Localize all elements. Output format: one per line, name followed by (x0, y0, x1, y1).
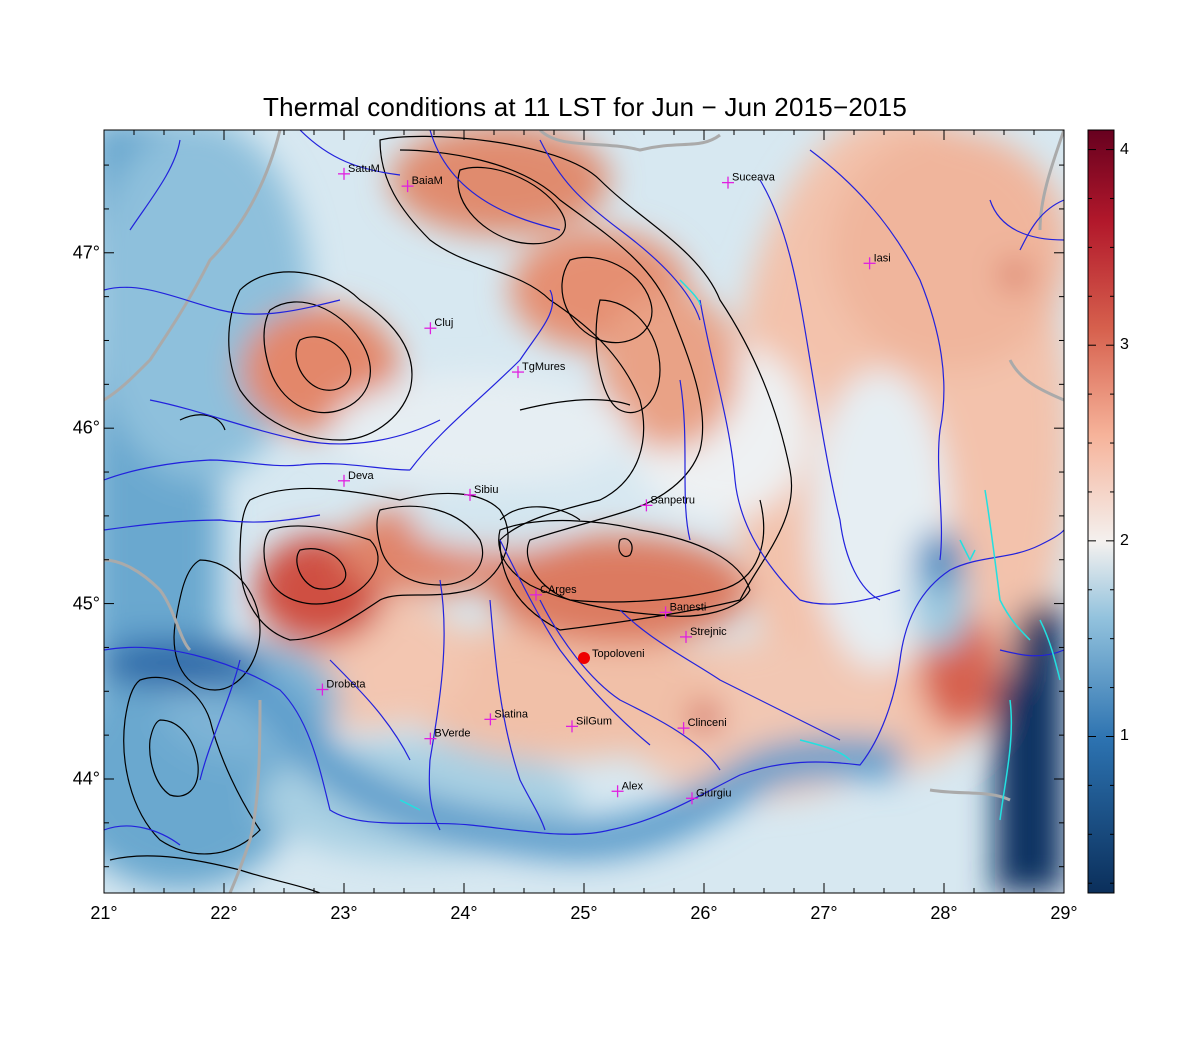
colorbar-label: 4 (1120, 140, 1129, 158)
station-label: Deva (348, 470, 375, 482)
station-label: Topoloveni (592, 648, 645, 660)
station-label: Alex (622, 780, 644, 792)
highlight-dot-icon (578, 651, 590, 664)
country-borders (104, 130, 1064, 893)
station-slatina: Slatina (484, 708, 529, 726)
longitude-label: 25° (570, 903, 598, 923)
colorbar-label: 1 (1120, 727, 1129, 745)
station-sibiu: Sibiu (464, 484, 498, 501)
station-label: Strejnic (690, 626, 727, 638)
latitude-label: 46° (72, 417, 100, 438)
station-satum: SatuM (338, 163, 380, 180)
station-topoloveni: Topoloveni (578, 648, 645, 664)
colorbar (1087, 129, 1115, 894)
latitude-label: 44° (72, 768, 100, 789)
station-label: BaiaM (412, 175, 443, 187)
station-tgmures: TgMures (512, 361, 566, 379)
longitude-label: 27° (810, 903, 838, 923)
station-label: SatuM (348, 163, 380, 175)
station-label: BVerde (434, 728, 470, 740)
station-strejnic: Strejnic (680, 626, 727, 643)
station-drobeta: Drobeta (316, 679, 366, 696)
station-suceava: Suceava (722, 172, 776, 189)
colorbar-label: 2 (1120, 531, 1129, 549)
station-banesti: Banesti (659, 601, 707, 619)
colorbar-label: 3 (1120, 336, 1129, 354)
station-sanpetru: Sanpetru (640, 494, 695, 512)
station-label: Suceava (732, 172, 776, 184)
station-label: Iasi (874, 252, 891, 264)
station-bverde: BVerde (424, 728, 470, 745)
station-iasi: Iasi (863, 252, 891, 270)
station-deva: Deva (338, 470, 375, 487)
station-carges: CArges (530, 584, 577, 601)
station-giurgiu: Giurgiu (686, 787, 731, 805)
station-clinceni: Clinceni (677, 717, 727, 735)
station-label: Clinceni (688, 717, 727, 729)
station-label: SilGum (576, 715, 612, 727)
temperature-field (104, 130, 1064, 893)
station-label: CArges (540, 584, 577, 596)
map-frame (103, 129, 1065, 894)
latitude-label: 47° (72, 242, 100, 263)
latitude-label: 45° (72, 593, 100, 614)
longitude-label: 21° (90, 903, 118, 923)
station-baiam: BaiaM (401, 175, 443, 193)
elevation-contours (109, 135, 793, 893)
station-label: Drobeta (326, 679, 366, 691)
longitude-label: 24° (450, 903, 478, 923)
rivers (104, 130, 1064, 846)
station-label: Slatina (494, 708, 529, 720)
longitude-label: 22° (210, 903, 238, 923)
station-label: Sibiu (474, 484, 498, 496)
colorbar-ticks (1088, 149, 1114, 884)
longitude-label: 23° (330, 903, 358, 923)
lakes-coast (399, 279, 1061, 821)
longitude-label: 26° (690, 903, 718, 923)
longitude-label: 28° (930, 903, 958, 923)
station-label: Giurgiu (696, 787, 731, 799)
station-cluj: Cluj (424, 317, 453, 335)
station-label: TgMures (522, 361, 566, 373)
longitude-label: 29° (1050, 903, 1078, 923)
station-silgum: SilGum (566, 715, 612, 733)
station-markers: SatuM BaiaM Suceava Iasi Cluj TgMures Deva Sibi… (316, 163, 891, 805)
station-alex: Alex (611, 780, 644, 798)
station-label: Sanpetru (650, 494, 695, 506)
station-label: Cluj (434, 317, 453, 329)
station-label: Banesti (670, 601, 707, 613)
map-title: Thermal conditions at 11 LST for Jun − J… (263, 92, 907, 122)
